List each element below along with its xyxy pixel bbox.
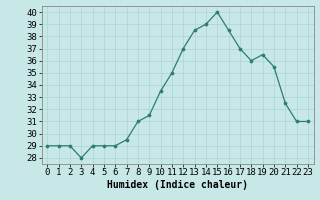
X-axis label: Humidex (Indice chaleur): Humidex (Indice chaleur)	[107, 180, 248, 190]
